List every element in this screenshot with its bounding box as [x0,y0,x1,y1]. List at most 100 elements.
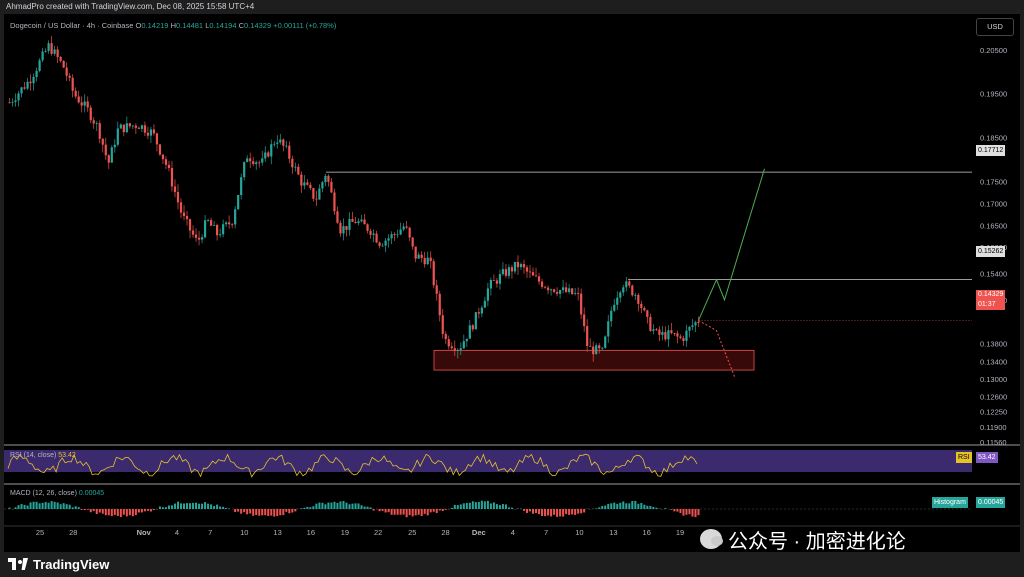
macd-histogram-bar [529,509,532,512]
time-tick-label: 28 [441,528,449,537]
macd-histogram-bar [26,505,29,509]
candle-body [679,336,682,339]
macd-histogram-bar [631,501,634,509]
price-chart[interactable]: 0.20500 0.19500 0.18500 0.17500 0.17000 0.165… [4,14,1020,552]
candle-body [568,288,571,292]
price-tick-label: 0.12250 [980,408,1007,417]
candle-body [589,346,592,347]
macd-histogram-bar [294,509,297,512]
candle-body [408,227,411,238]
macd-histogram-bar [378,509,381,512]
candle-body [261,158,264,163]
currency-label: USD [987,22,1003,31]
wechat-icon [700,529,723,549]
candle-body [167,164,171,169]
candle-body [17,93,20,101]
currency-button[interactable]: USD [976,18,1014,36]
candle-body [20,87,23,94]
macd-title: MACD (12, 26, close) [10,490,77,497]
macd-histogram-bar [691,509,694,517]
candle-body [580,293,583,315]
price-tick-label: 0.15400 [980,270,1007,279]
candle-body [56,49,59,57]
macd-histogram-bar [640,503,643,509]
macd-histogram-bar [649,506,652,509]
macd-histogram-bar [577,509,580,514]
macd-histogram-bar [23,504,26,509]
candle-body [107,155,110,163]
time-tick-label: 19 [341,528,349,537]
candle-body [128,123,131,127]
candle-body [146,132,150,136]
tradingview-logo[interactable]: TradingView [8,556,109,572]
macd-histogram-bar [210,504,213,509]
candle-body [41,51,44,61]
macd-histogram-bar [628,503,631,509]
macd-histogram-bar [225,507,228,509]
candle-body [574,293,577,294]
time-tick-label: 28 [69,528,77,537]
macd-histogram-bar [17,505,20,509]
candle-body [543,286,547,288]
chart-frame[interactable]: 0.20500 0.19500 0.18500 0.17500 0.17000 0.165… [4,14,1020,552]
price-tag-resistance-mid: 0.15262 [976,246,1006,257]
macd-histogram-bar [98,509,101,513]
candle-body [26,81,29,89]
macd-histogram-bar [267,509,270,516]
macd-histogram-bar [279,509,282,516]
macd-histogram-bar [525,509,529,513]
macd-histogram-bar [366,506,369,509]
time-tick-label: 4 [175,528,179,537]
macd-histogram-bar [29,502,32,509]
macd-histogram-bar [50,501,53,509]
macd-histogram-bar [372,509,375,511]
macd-histogram-bar [583,509,586,513]
macd-histogram-bar [405,509,408,518]
candle-body [191,230,195,235]
high-value: 0.14481 [175,21,204,30]
candle-body [655,329,658,331]
macd-histogram-bar [414,509,417,516]
macd-histogram-bar [601,506,604,509]
candle-body [92,120,95,124]
macd-histogram-bar [44,501,47,509]
price-tick-label: 0.20500 [980,46,1007,55]
candle-body [276,142,279,144]
candle-body [113,144,116,148]
candle-body [23,87,26,89]
macd-histogram-bar [474,502,477,509]
macd-histogram-bar [228,508,231,509]
macd-histogram-bar [204,502,207,509]
wechat-watermark: 公众号 · 加密进化论 [700,526,906,553]
attribution-text: AhmadPro created with TradingView.com, D… [6,2,255,11]
candle-body [447,339,450,347]
low-value: 0.14194 [209,21,237,30]
price-tick-label: 0.13800 [980,340,1007,349]
macd-histogram-bar [321,502,324,509]
candle-body [101,138,104,145]
macd-histogram-bar [616,503,619,509]
macd-histogram-bar [291,509,294,513]
candle-body [384,240,387,246]
macd-histogram-bar [435,509,438,514]
macd-histogram-bar [276,509,279,517]
candle-body [595,345,598,355]
wechat-watermark-text: 公众号 · 加密进化论 [728,530,906,553]
candle-body [375,233,378,243]
tradingview-logo-icon [8,558,28,570]
macd-histogram-bar [80,509,83,510]
macd-histogram-bar [673,509,676,512]
candle-body [363,219,366,225]
candle-body [312,188,315,199]
macd-histogram-bar [161,507,164,509]
candle-body [634,294,637,296]
projection-up-path [698,168,765,321]
time-tick-label: 4 [511,528,515,537]
macd-histogram-bar [222,506,225,509]
resistance-top-value: 0.17712 [978,147,1004,154]
macd-histogram-bar [41,502,44,509]
candle-body [8,102,11,104]
candle-body [372,233,375,235]
macd-histogram-bar [471,501,474,509]
macd-histogram-bar [173,503,176,509]
